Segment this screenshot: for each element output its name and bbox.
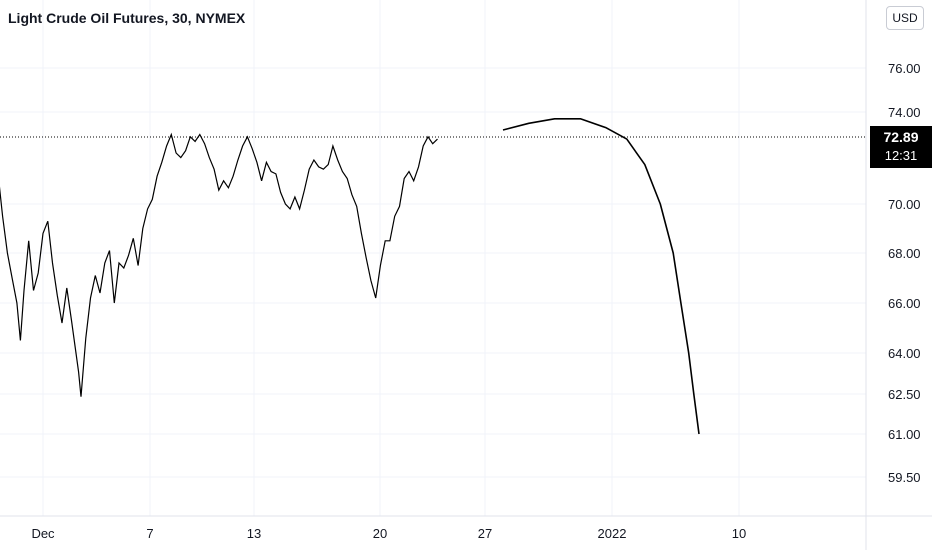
- x-tick-label: Dec: [31, 526, 55, 541]
- y-tick-label: 59.50: [888, 470, 921, 485]
- y-tick-label: 74.00: [888, 105, 921, 120]
- y-tick-label: 62.50: [888, 387, 921, 402]
- x-tick-label: 7: [146, 526, 153, 541]
- projection-curve-line: [502, 118, 700, 435]
- y-tick-label: 61.00: [888, 427, 921, 442]
- chart-title: Light Crude Oil Futures, 30, NYMEX: [8, 10, 246, 26]
- x-tick-label: 20: [373, 526, 387, 541]
- x-tick-label: 13: [247, 526, 261, 541]
- x-tick-label: 27: [478, 526, 492, 541]
- y-tick-label: 64.00: [888, 346, 921, 361]
- x-axis-ticks: Dec 7 13 20 27 2022 10: [31, 526, 746, 541]
- y-tick-label: 68.00: [888, 246, 921, 261]
- currency-button[interactable]: USD: [886, 6, 924, 30]
- price-series-line: [0, 132, 438, 397]
- y-tick-label: 66.00: [888, 296, 921, 311]
- y-axis-ticks: 76.00 74.00 70.00 68.00 66.00 64.00 62.50 61.00…: [888, 61, 921, 485]
- x-tick-label: 2022: [598, 526, 627, 541]
- last-price-tag: 72.89 12:31: [870, 126, 932, 168]
- bar-countdown: 12:31: [884, 148, 918, 163]
- last-price-value: 72.89: [883, 129, 919, 145]
- y-tick-label: 76.00: [888, 61, 921, 76]
- grid: [0, 0, 866, 516]
- series-group: [0, 118, 700, 435]
- y-tick-label: 70.00: [888, 197, 921, 212]
- x-tick-label: 10: [732, 526, 746, 541]
